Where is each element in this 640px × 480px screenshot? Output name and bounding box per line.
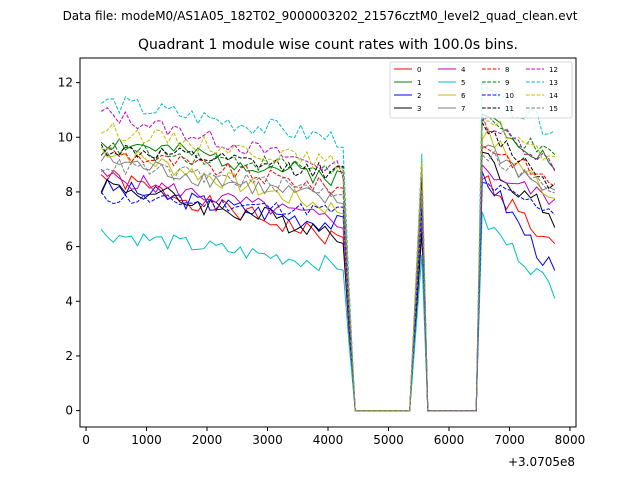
x-tick-label: 1000: [131, 433, 162, 447]
legend-label-6: 6: [461, 92, 466, 100]
x-tick-label: 2000: [192, 433, 223, 447]
y-tick-label: 0: [65, 404, 73, 418]
legend-box: [389, 61, 573, 119]
x-axis: 0 1000 2000 3000 4000 5000 6000 7000 8000: [82, 427, 585, 447]
legend-label-10: 10: [505, 92, 514, 100]
series-line-15: [101, 150, 555, 412]
plot-area: [80, 58, 576, 427]
legend-label-5: 5: [461, 79, 465, 87]
y-tick-label: 4: [65, 294, 73, 308]
legend-label-9: 9: [505, 79, 509, 87]
series-line-12: [100, 107, 556, 412]
x-tick-label: 7000: [494, 433, 525, 447]
x-tick-label: 4000: [313, 433, 344, 447]
x-tick-label: 0: [82, 433, 90, 447]
legend-label-1: 1: [417, 79, 421, 87]
y-tick-label: 8: [65, 185, 73, 199]
legend-label-15: 15: [549, 105, 558, 113]
series-line-13: [100, 79, 556, 412]
y-tick-label: 10: [58, 130, 73, 144]
legend-label-7: 7: [461, 105, 465, 113]
legend-label-3: 3: [417, 105, 421, 113]
legend-label-13: 13: [549, 79, 558, 87]
x-tick-label: 8000: [555, 433, 586, 447]
x-tick-label: 5000: [373, 433, 404, 447]
legend-label-2: 2: [417, 92, 421, 100]
series-layer: [100, 79, 556, 412]
y-tick-label: 12: [58, 76, 73, 90]
suptitle: Data file: modeM0/AS1A05_182T02_90000032…: [63, 9, 578, 23]
legend-label-8: 8: [505, 66, 509, 74]
series-line-11: [100, 120, 556, 412]
series-line-5: [100, 211, 556, 412]
legend-label-12: 12: [549, 66, 558, 74]
x-tick-label: 6000: [434, 433, 465, 447]
legend-label-11: 11: [505, 105, 514, 113]
x-tick-label: 3000: [252, 433, 283, 447]
series-line-14: [100, 120, 555, 412]
legend-label-14: 14: [549, 92, 558, 100]
legend-label-4: 4: [461, 66, 466, 74]
chart-title: Quadrant 1 module wise count rates with …: [138, 37, 518, 53]
x-offset-label: +3.0705e8: [508, 455, 575, 469]
legend-label-0: 0: [417, 66, 421, 74]
y-axis: 0 2 4 6 8 10 12: [58, 76, 80, 418]
y-tick-label: 2: [65, 349, 73, 363]
y-tick-label: 6: [65, 240, 73, 254]
